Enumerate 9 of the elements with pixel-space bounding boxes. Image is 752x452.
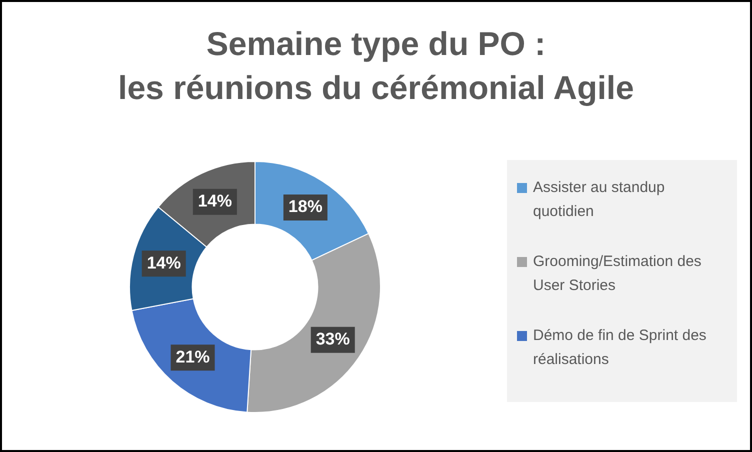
legend-label: Assister au standup quotidien (533, 178, 666, 222)
data-label: 18% (288, 197, 322, 216)
data-label: 33% (316, 330, 350, 349)
legend-label: Grooming/Estimation des User Stories (533, 252, 702, 296)
chart-title: Semaine type du PO : les réunions du cérémonial Agile (117, 24, 635, 108)
data-label: 14% (146, 253, 181, 272)
legend-label: Démo de fin de Sprint des réalisations (533, 326, 708, 370)
data-label: 21% (176, 347, 210, 366)
data-label: 14% (198, 192, 232, 211)
